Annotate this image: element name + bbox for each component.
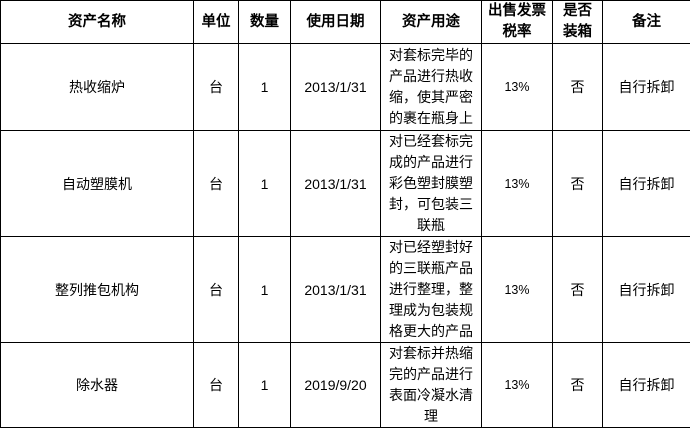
header-asset-name: 资产名称 <box>1 1 194 44</box>
note: 自行拆卸 <box>603 131 690 237</box>
use-cell: 对已经塑封好的三联瓶产品进行整理，整理成为包装规格更大的产品 <box>381 237 482 343</box>
use-cell: 对套标完毕的产品进行热收缩，使其严密的裹在瓶身上 <box>381 44 482 131</box>
unit: 台 <box>194 237 239 343</box>
header-use: 资产用途 <box>381 1 482 44</box>
note: 自行拆卸 <box>603 44 690 131</box>
note: 自行拆卸 <box>603 237 690 343</box>
tax-rate: 13% <box>482 131 553 237</box>
asset-use: 对已经塑封好的三联瓶产品进行整理，整理成为包装规格更大的产品 <box>387 237 475 342</box>
asset-use: 对套标完毕的产品进行热收缩，使其严密的裹在瓶身上 <box>387 45 475 129</box>
boxed: 否 <box>553 44 603 131</box>
table-row: 整列推包机构 台 1 2013/1/31 对已经塑封好的三联瓶产品进行整理，整理… <box>1 237 690 343</box>
asset-use: 对已经套标完成的产品进行彩色塑封膜塑封，可包装三联瓶 <box>387 131 475 236</box>
asset-name: 自动塑膜机 <box>1 131 194 237</box>
date: 2013/1/31 <box>291 44 381 131</box>
tax-rate: 13% <box>482 237 553 343</box>
boxed: 否 <box>553 343 603 428</box>
table-row: 热收缩炉 台 1 2013/1/31 对套标完毕的产品进行热收缩，使其严密的裹在… <box>1 44 690 131</box>
quantity: 1 <box>239 237 291 343</box>
header-unit: 单位 <box>194 1 239 44</box>
header-row: 资产名称 单位 数量 使用日期 资产用途 出售发票税率 是否装箱 备注 <box>1 1 690 44</box>
boxed: 否 <box>553 237 603 343</box>
date: 2013/1/31 <box>291 237 381 343</box>
unit: 台 <box>194 44 239 131</box>
tax-rate: 13% <box>482 343 553 428</box>
date: 2019/9/20 <box>291 343 381 428</box>
header-quantity: 数量 <box>239 1 291 44</box>
header-tax-rate: 出售发票税率 <box>482 1 553 44</box>
boxed: 否 <box>553 131 603 237</box>
asset-use: 对套标并热缩完的产品进行表面冷凝水清理 <box>387 343 475 427</box>
note: 自行拆卸 <box>603 343 690 428</box>
header-boxed: 是否装箱 <box>553 1 603 44</box>
header-date: 使用日期 <box>291 1 381 44</box>
quantity: 1 <box>239 131 291 237</box>
unit: 台 <box>194 343 239 428</box>
use-cell: 对已经套标完成的产品进行彩色塑封膜塑封，可包装三联瓶 <box>381 131 482 237</box>
quantity: 1 <box>239 44 291 131</box>
table-row: 自动塑膜机 台 1 2013/1/31 对已经套标完成的产品进行彩色塑封膜塑封，… <box>1 131 690 237</box>
quantity: 1 <box>239 343 291 428</box>
use-cell: 对套标并热缩完的产品进行表面冷凝水清理 <box>381 343 482 428</box>
table-row: 除水器 台 1 2019/9/20 对套标并热缩完的产品进行表面冷凝水清理 13… <box>1 343 690 428</box>
date: 2013/1/31 <box>291 131 381 237</box>
tax-rate: 13% <box>482 44 553 131</box>
asset-name: 整列推包机构 <box>1 237 194 343</box>
asset-name: 热收缩炉 <box>1 44 194 131</box>
asset-name: 除水器 <box>1 343 194 428</box>
unit: 台 <box>194 131 239 237</box>
header-note: 备注 <box>603 1 690 44</box>
